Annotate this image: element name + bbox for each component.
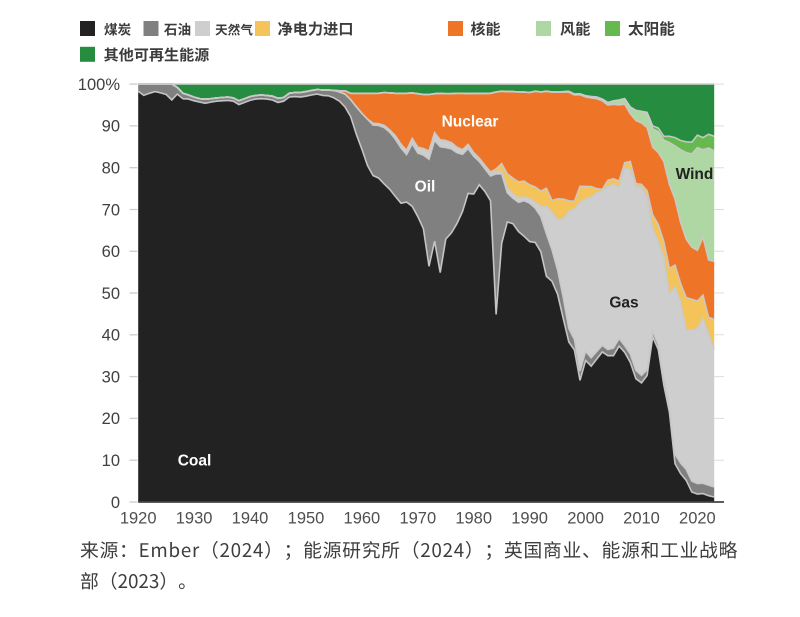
svg-text:10: 10 xyxy=(102,452,120,470)
svg-text:1980: 1980 xyxy=(455,510,492,528)
svg-text:1950: 1950 xyxy=(288,510,325,528)
svg-text:30: 30 xyxy=(102,368,120,386)
svg-text:Nuclear: Nuclear xyxy=(442,113,499,130)
svg-text:Gas: Gas xyxy=(609,295,638,312)
svg-text:70: 70 xyxy=(102,201,120,219)
svg-text:Wind: Wind xyxy=(676,166,714,183)
svg-text:2010: 2010 xyxy=(623,510,660,528)
svg-text:100%: 100% xyxy=(78,76,121,94)
svg-text:90: 90 xyxy=(102,118,120,136)
svg-text:50: 50 xyxy=(102,285,120,303)
svg-text:1930: 1930 xyxy=(176,510,213,528)
svg-text:2000: 2000 xyxy=(567,510,604,528)
svg-text:1940: 1940 xyxy=(232,510,269,528)
svg-text:80: 80 xyxy=(102,160,120,178)
svg-text:2020: 2020 xyxy=(679,510,716,528)
svg-text:60: 60 xyxy=(102,243,120,261)
svg-text:Coal: Coal xyxy=(178,453,212,470)
svg-text:1970: 1970 xyxy=(399,510,436,528)
svg-text:20: 20 xyxy=(102,410,120,428)
svg-text:0: 0 xyxy=(111,494,120,512)
svg-text:1920: 1920 xyxy=(120,510,157,528)
svg-text:1960: 1960 xyxy=(344,510,381,528)
svg-text:1990: 1990 xyxy=(511,510,548,528)
svg-text:40: 40 xyxy=(102,327,120,345)
svg-text:Oil: Oil xyxy=(415,179,436,196)
